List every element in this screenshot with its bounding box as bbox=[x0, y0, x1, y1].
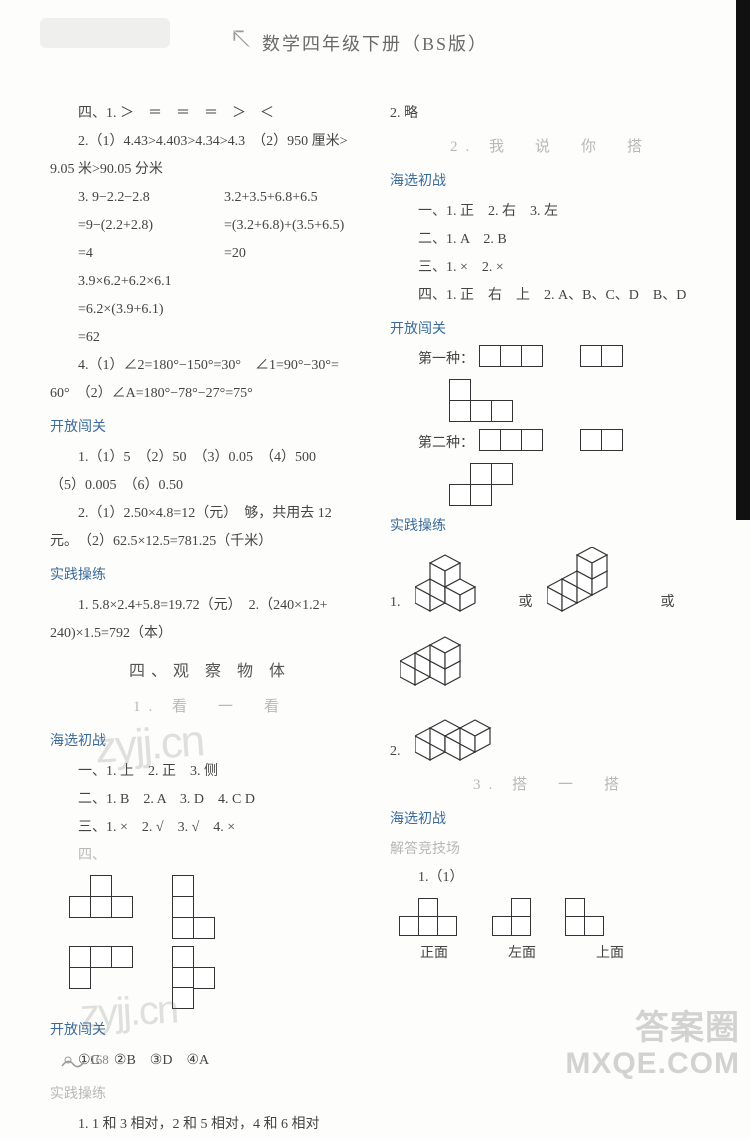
text-line: 1.（1） bbox=[390, 864, 710, 892]
section-heading: 海选初战 bbox=[390, 806, 710, 834]
watermark: zyjj.cn bbox=[79, 987, 178, 1037]
shape-grid-group bbox=[450, 464, 710, 506]
right-column: 2. 略 2. 我 说 你 搭 海选初战 一、1. 正 2. 右 3. 左 二、… bbox=[380, 100, 720, 1030]
section-heading: 海选初战 bbox=[390, 168, 710, 196]
eq-left: 3. 9−2.2−2.8 bbox=[78, 184, 224, 212]
text-line: 1. 1 和 3 相对，2 和 5 相对，4 和 6 相对 bbox=[50, 1111, 370, 1139]
text-line: 2. 略 bbox=[390, 100, 710, 128]
shape-step bbox=[450, 464, 512, 506]
kind2-label: 第二种： bbox=[390, 430, 474, 458]
watermark: zyjj.cn bbox=[93, 716, 204, 773]
cube-figure bbox=[415, 547, 505, 613]
text-line: 2.（1）4.43>4.403>4.34>4.3 （2）950 厘米> bbox=[50, 128, 370, 156]
section-heading: 开放闯关 bbox=[50, 414, 370, 442]
equation-row: =4 =20 bbox=[50, 240, 370, 268]
content-columns: 四、1. ＞ ＝ ＝ ＝ ＞ ＜ 2.（1）4.43>4.403>4.34>4.… bbox=[50, 100, 720, 1030]
shape-t2 bbox=[172, 946, 214, 1008]
shape-row2 bbox=[580, 346, 622, 367]
text-line: 一、1. 正 2. 右 3. 左 bbox=[390, 198, 710, 226]
shape-grid-group bbox=[70, 876, 370, 938]
or-text: 或 bbox=[519, 589, 533, 617]
eq-left: =9−(2.2+2.8) bbox=[78, 212, 224, 240]
or-text: 或 bbox=[661, 589, 675, 617]
cube-figure bbox=[400, 621, 510, 687]
cube-figure bbox=[547, 547, 647, 613]
text-line: 240)×1.5=792（本） bbox=[50, 620, 370, 648]
eq-right: 3.2+3.5+6.8+6.5 bbox=[224, 184, 370, 212]
text-line: 9.05 米>90.05 分米 bbox=[50, 156, 370, 184]
sub-chapter: 2. 我 说 你 搭 bbox=[390, 132, 710, 162]
kind-row: 第二种： bbox=[390, 430, 710, 458]
text-line: 四、1. 正 右 上 2. A、B、C、D B、D bbox=[390, 282, 710, 310]
text-line: 二、1. B 2. A 3. D 4. C D bbox=[50, 786, 370, 814]
text-line: 2.（1）2.50×4.8=12（元） 够，共用去 12 bbox=[50, 500, 370, 528]
shape-l3 bbox=[450, 380, 512, 422]
eq-right: =(3.2+6.8)+(3.5+6.5) bbox=[224, 212, 370, 240]
section-heading: 开放闯关 bbox=[390, 316, 710, 344]
text-line: 二、1. A 2. B bbox=[390, 226, 710, 254]
eq-left: =4 bbox=[78, 240, 224, 268]
text-line: 元。 （2）62.5×12.5=781.25（千米） bbox=[50, 528, 370, 556]
text-line: =62 bbox=[50, 324, 370, 352]
section-heading: 实践操练 bbox=[50, 1081, 370, 1109]
shape-top bbox=[566, 898, 604, 936]
shape-t bbox=[70, 876, 132, 938]
watermark-text: 答案圈 bbox=[565, 1010, 740, 1047]
kind-row: 第一种： bbox=[390, 346, 710, 374]
watermark-text: MXQE.COM bbox=[565, 1047, 740, 1080]
page-number-text: 168 bbox=[89, 1052, 109, 1067]
scan-edge bbox=[736, 0, 750, 520]
text-line: 3.9×6.2+6.2×6.1 bbox=[50, 268, 370, 296]
page-title: 数学四年级下册（BS版） bbox=[0, 30, 750, 56]
sub-chapter: 3. 搭 一 搭 bbox=[390, 770, 710, 800]
eq-right: =20 bbox=[224, 240, 370, 268]
kind1-label: 第一种： bbox=[390, 346, 474, 374]
text-line: 三、1. × 2. × bbox=[390, 254, 710, 282]
text-line: 60° （2）∠A=180°−78°−27°=75° bbox=[50, 380, 370, 408]
left-column: 四、1. ＞ ＝ ＝ ＝ ＞ ＜ 2.（1）4.43>4.403>4.34>4.… bbox=[50, 100, 380, 1030]
view-label: 上面 bbox=[596, 940, 624, 968]
section-heading: 实践操练 bbox=[50, 562, 370, 590]
shape-row3 bbox=[480, 346, 542, 367]
view-shapes bbox=[400, 898, 710, 936]
shape-row3 bbox=[480, 430, 542, 451]
equation-row: =9−(2.2+2.8) =(3.2+6.8)+(3.5+6.5) bbox=[50, 212, 370, 240]
cube-row1: 1. 或 bbox=[390, 543, 710, 617]
footer-icon bbox=[60, 1052, 86, 1070]
shape-front bbox=[400, 898, 456, 936]
cube-figure bbox=[415, 706, 535, 762]
section-heading: 实践操练 bbox=[390, 513, 710, 541]
text-line: 四、 bbox=[50, 842, 370, 870]
equation-row: 3. 9−2.2−2.8 3.2+3.5+6.8+6.5 bbox=[50, 184, 370, 212]
chapter-title: 四、观 察 物 体 bbox=[50, 656, 370, 688]
item-number: 2. bbox=[390, 738, 401, 766]
view-label: 正面 bbox=[420, 940, 448, 968]
view-labels: 正面 左面 上面 bbox=[390, 940, 710, 968]
text-line: （5）0.005 （6）0.50 bbox=[50, 472, 370, 500]
text-line: 4.（1）∠2=180°−150°=30° ∠1=90°−30°= bbox=[50, 352, 370, 380]
text-line: 解答竞技场 bbox=[390, 836, 710, 864]
shape-left bbox=[492, 898, 530, 936]
shape-grid-group bbox=[450, 380, 710, 422]
text-line: 四、1. ＞ ＝ ＝ ＝ ＞ ＜ bbox=[50, 100, 370, 128]
sub-chapter: 1. 看 一 看 bbox=[50, 692, 370, 722]
watermark-corner: 答案圈 MXQE.COM bbox=[565, 1010, 740, 1080]
page-number: 168 bbox=[60, 1052, 109, 1070]
text-line: =6.2×(3.9+6.1) bbox=[50, 296, 370, 324]
text-line: 1.（1）5 （2）50 （3）0.05 （4）500 bbox=[50, 444, 370, 472]
shape-row2 bbox=[580, 430, 622, 451]
shape-l bbox=[172, 876, 214, 938]
item-number: 1. bbox=[390, 589, 401, 617]
text-line: 1. 5.8×2.4+5.8=19.72（元） 2.（240×1.2+ bbox=[50, 592, 370, 620]
view-label: 左面 bbox=[508, 940, 536, 968]
text-line: 三、1. × 2. √ 3. √ 4. × bbox=[50, 814, 370, 842]
cube-row2: 2. bbox=[390, 702, 710, 766]
